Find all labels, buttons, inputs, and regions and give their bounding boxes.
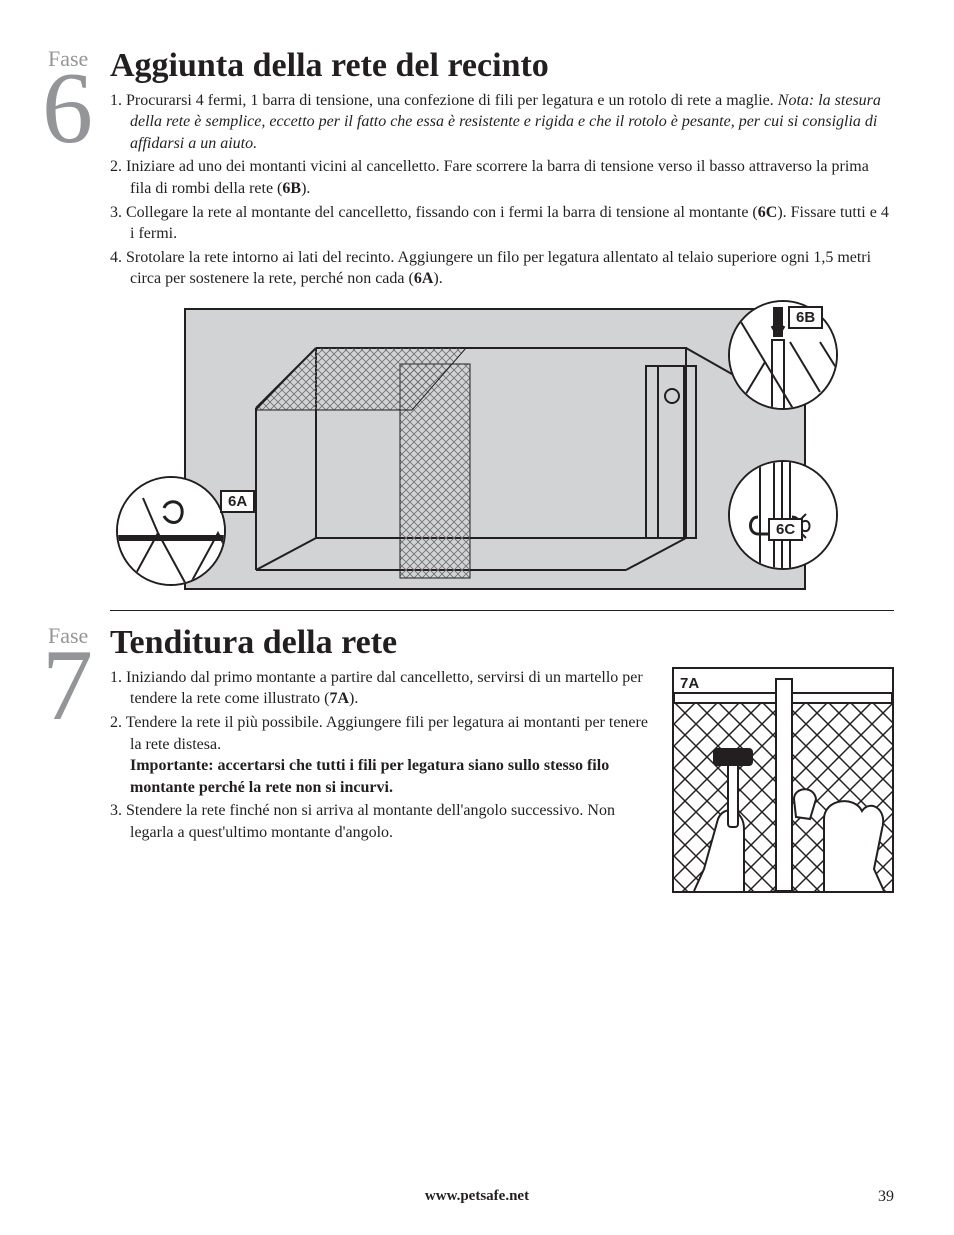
detail-6c [728, 460, 838, 570]
step-7-list: Iniziando dal primo montante a partire d… [110, 667, 654, 844]
figure-7a: 7A [672, 667, 894, 893]
page-footer: www.petsafe.net 39 [0, 1188, 954, 1205]
step-7-item-1: Iniziando dal primo montante a partire d… [110, 667, 654, 710]
step-7-number: 7 [42, 649, 110, 722]
text: Procurarsi 4 fermi, 1 barra di tensione,… [126, 92, 778, 109]
ref-6b: 6B [282, 180, 301, 197]
step-6-number: 6 [42, 72, 110, 145]
text: Iniziare ad uno dei montanti vicini al c… [126, 158, 869, 197]
step-6-item-1: Procurarsi 4 fermi, 1 barra di tensione,… [110, 90, 894, 155]
step-7: Fase 7 Tenditura della rete Iniziando da… [48, 625, 894, 893]
step-7-body: Tenditura della rete Iniziando dal primo… [110, 625, 894, 893]
text: Srotolare la rete intorno ai lati del re… [126, 249, 871, 288]
step-7-title: Tenditura della rete [110, 625, 894, 661]
mesh-roll [256, 348, 470, 578]
step-6-body: Aggiunta della rete del recinto Procurar… [110, 48, 894, 292]
step-6-item-2: Iniziare ad uno dei montanti vicini al c… [110, 156, 894, 199]
figure-6-main [184, 308, 806, 590]
text: Collegare la rete al montante del cancel… [126, 204, 758, 221]
tag-7a: 7A [680, 675, 699, 692]
text: ). [301, 180, 310, 197]
footer-url: www.petsafe.net [425, 1188, 529, 1205]
important-note: Importante: accertarsi che tutti i fili … [130, 757, 609, 796]
step-6-item-4: Srotolare la rete intorno ai lati del re… [110, 247, 894, 290]
text: Tendere la rete il più possibile. Aggiun… [126, 714, 648, 753]
text: ). [349, 690, 358, 707]
text: Stendere la rete finché non si arriva al… [126, 802, 615, 841]
footer-page-number: 39 [878, 1188, 894, 1206]
note-label: Nota: [778, 92, 814, 109]
kennel-illustration [186, 310, 804, 588]
tag-6c: 6C [768, 518, 803, 541]
detail-6c-svg [730, 462, 838, 570]
tag-6b: 6B [788, 306, 823, 329]
step-7-item-3: Stendere la rete finché non si arriva al… [110, 800, 654, 843]
tag-6a: 6A [220, 490, 255, 513]
figure-7a-svg [674, 669, 892, 891]
ref-6a: 6A [414, 270, 434, 287]
step-7-label-col: Fase 7 [48, 625, 110, 722]
ref-7a: 7A [329, 690, 349, 707]
detail-6a [116, 476, 226, 586]
step-6-item-3: Collegare la rete al montante del cancel… [110, 202, 894, 245]
ref-6c: 6C [758, 204, 778, 221]
step-6: Fase 6 Aggiunta della rete del recinto P… [48, 48, 894, 292]
text: ). [433, 270, 442, 287]
step-7-item-2: Tendere la rete il più possibile. Aggiun… [110, 712, 654, 798]
section-divider [110, 610, 894, 611]
step-6-title: Aggiunta della rete del recinto [110, 48, 894, 84]
step-6-label-col: Fase 6 [48, 48, 110, 145]
detail-6a-svg [118, 478, 226, 586]
figure-6: 6A 6B 6C [110, 300, 894, 598]
text: Iniziando dal primo montante a partire d… [126, 669, 643, 708]
step-6-list: Procurarsi 4 fermi, 1 barra di tensione,… [110, 90, 894, 290]
